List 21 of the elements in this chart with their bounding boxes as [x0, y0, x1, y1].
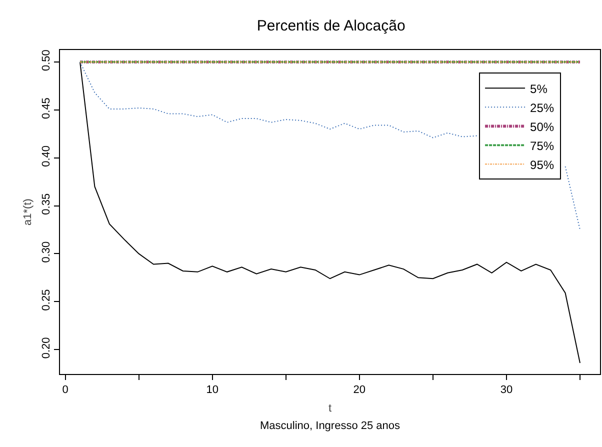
line-series [80, 61, 580, 364]
legend-label: 5% [530, 82, 548, 96]
x-axis-title: t [328, 402, 332, 414]
y-tick-label: 0.30 [40, 241, 53, 263]
y-tick-label: 0.50 [40, 50, 53, 72]
y-tick-label: 0.40 [40, 145, 53, 167]
y-axis-title: a1*(t) [22, 198, 34, 226]
y-tick-label: 0.25 [40, 289, 53, 311]
y-tick-label: 0.20 [40, 337, 53, 359]
text: Masculino, Ingresso 25 anos [260, 420, 401, 432]
x-tick-label: 30 [500, 384, 513, 396]
x-tick-label: 10 [206, 384, 218, 396]
y-tick-label: 0.45 [40, 98, 53, 119]
legend-label: 50% [530, 120, 554, 134]
x-tick-label: 20 [353, 384, 366, 396]
x-tick-label: 0 [62, 384, 68, 396]
legend-label: 75% [530, 138, 554, 153]
chart-title: Percentis de Alocação [256, 18, 406, 35]
legend-label: 25% [530, 100, 554, 115]
legend-label: 95% [530, 158, 554, 172]
y-tick-label: 0.35 [40, 193, 53, 215]
